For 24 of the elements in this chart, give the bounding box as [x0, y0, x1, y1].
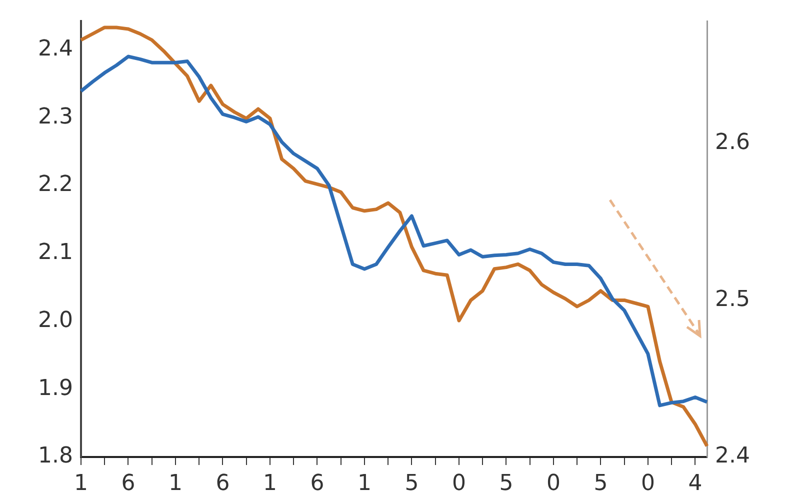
x-tick-label: 5: [404, 470, 419, 496]
x-tick-label: 6: [310, 470, 324, 496]
x-tick-label: 5: [499, 470, 514, 496]
x-tick-label: 1: [168, 470, 182, 496]
y-tick-label: 2.1: [38, 240, 73, 266]
y-tick-label: 1.9: [38, 376, 73, 401]
y-tick-label: 2.0: [38, 308, 73, 333]
y2-tick-label: 2.6: [715, 130, 750, 156]
y-tick-label: 2.3: [38, 104, 73, 130]
y-tick-label: 2.4: [38, 36, 73, 62]
x-tick-label: 0: [640, 470, 655, 496]
y2-tick-label: 2.5: [715, 286, 750, 312]
x-tick-label: 1: [74, 470, 88, 496]
y-tick-label: 2.2: [38, 172, 73, 198]
x-tick-label: 0: [452, 470, 466, 496]
x-tick-label: 6: [216, 470, 230, 496]
x-tick-label: 4: [688, 470, 702, 496]
x-tick-label: 1: [357, 470, 372, 496]
x-tick-label: 5: [594, 470, 608, 496]
x-tick-label: 1: [262, 470, 277, 496]
y2-tick-label: 2.4: [715, 444, 750, 469]
x-tick-label: 6: [121, 470, 136, 496]
x-tick-label: 0: [546, 470, 560, 496]
y-tick-label: 1.8: [38, 444, 73, 469]
